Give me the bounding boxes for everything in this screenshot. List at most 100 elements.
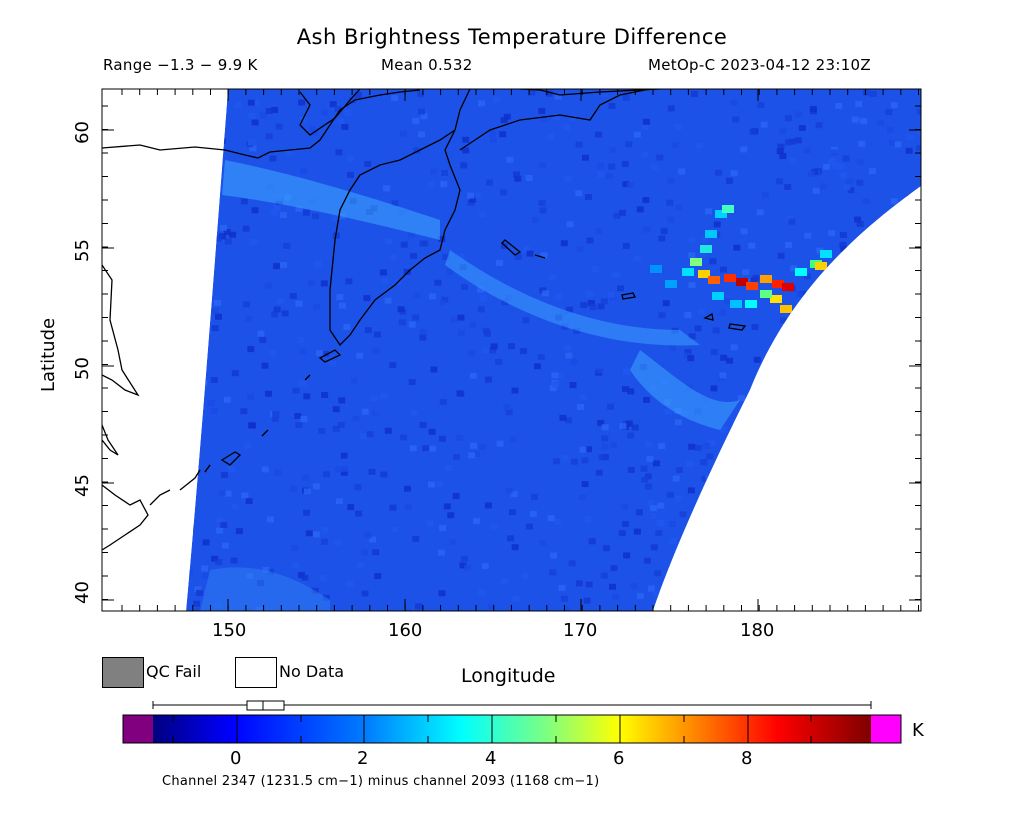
x-axis-label: Longitude — [461, 665, 556, 687]
data-pixel — [457, 390, 465, 397]
data-pixel — [312, 531, 320, 538]
data-pixel — [399, 434, 407, 441]
data-pixel — [460, 555, 468, 562]
data-pixel — [344, 109, 352, 116]
ash-cell — [815, 262, 827, 270]
data-pixel — [649, 513, 657, 520]
data-pixel — [218, 233, 226, 240]
data-pixel — [584, 194, 592, 200]
data-pixel — [332, 406, 340, 413]
cloud-band-south — [200, 567, 330, 611]
qc-fail-swatch — [102, 657, 144, 688]
data-pixel — [667, 216, 674, 223]
data-pixel — [292, 387, 300, 394]
data-pixel — [412, 314, 420, 321]
data-pixel — [565, 352, 573, 359]
colorbar-tick-label: 0 — [230, 748, 242, 769]
data-pixel — [777, 252, 785, 259]
data-pixel — [249, 145, 257, 152]
data-pixel — [267, 568, 275, 575]
data-pixel — [601, 435, 609, 442]
data-pixel — [551, 372, 559, 379]
data-pixel — [654, 570, 662, 577]
data-pixel — [216, 527, 224, 534]
data-pixel — [684, 312, 692, 319]
data-pixel — [803, 147, 811, 154]
data-pixel — [482, 347, 490, 354]
data-pixel — [644, 473, 652, 480]
data-pixel — [343, 324, 351, 330]
data-pixel — [619, 423, 627, 430]
data-pixel — [265, 133, 273, 140]
data-pixel — [211, 555, 219, 562]
data-pixel — [561, 454, 569, 461]
data-pixel — [251, 207, 259, 214]
data-pixel — [495, 359, 503, 365]
data-pixel — [707, 440, 715, 447]
data-pixel — [488, 130, 496, 137]
data-pixel — [338, 302, 346, 309]
data-pixel — [836, 163, 844, 170]
data-pixel — [430, 168, 438, 175]
ash-cell — [746, 282, 758, 290]
data-pixel — [295, 300, 303, 307]
data-pixel — [675, 467, 683, 473]
data-pixel — [579, 394, 587, 401]
data-pixel — [607, 403, 615, 410]
data-pixel — [566, 306, 573, 313]
data-pixel — [694, 325, 702, 332]
data-pixel — [247, 99, 255, 106]
data-pixel — [794, 137, 802, 144]
data-pixel — [647, 500, 655, 507]
ash-cell — [730, 300, 742, 308]
data-pixel — [580, 302, 588, 309]
data-pixel — [215, 559, 223, 566]
data-pixel — [547, 133, 555, 140]
data-pixel — [354, 91, 362, 98]
data-pixel — [468, 349, 476, 356]
data-pixel — [474, 192, 482, 199]
data-pixel — [579, 446, 587, 453]
data-pixel — [679, 511, 687, 518]
data-pixel — [478, 589, 486, 596]
data-pixel — [193, 600, 200, 607]
data-pixel — [756, 209, 764, 216]
data-pixel — [862, 198, 870, 204]
data-pixel — [650, 164, 658, 171]
data-pixel — [303, 509, 311, 516]
data-pixel — [379, 269, 387, 276]
data-pixel — [581, 457, 589, 464]
data-pixel — [585, 581, 593, 588]
data-pixel — [441, 170, 448, 176]
data-pixel — [469, 322, 477, 328]
data-pixel — [712, 327, 720, 334]
data-pixel — [807, 171, 815, 177]
data-pixel — [384, 238, 392, 245]
data-pixel — [295, 422, 303, 429]
data-pixel — [519, 348, 527, 355]
y-axis-label: Latitude — [38, 317, 59, 392]
data-pixel — [273, 306, 281, 313]
colorbar-unit: K — [912, 720, 924, 741]
data-pixel — [417, 91, 425, 98]
data-pixel — [820, 183, 828, 190]
ash-plume — [650, 205, 832, 324]
data-pixel — [655, 530, 663, 536]
data-pixel — [248, 139, 255, 146]
data-pixel — [345, 278, 353, 285]
data-pixel — [249, 422, 256, 429]
data-pixel — [408, 379, 416, 386]
data-pixel — [553, 458, 560, 465]
data-pixel — [280, 261, 288, 268]
data-pixel — [469, 196, 477, 203]
data-pixel — [245, 498, 253, 505]
data-pixel — [839, 172, 847, 179]
data-pixel — [245, 316, 253, 323]
channel-description: Channel 2347 (1231.5 cm−1) minus channel… — [162, 774, 600, 789]
data-pixel — [622, 368, 630, 375]
data-pixel — [452, 493, 460, 500]
no-data-east — [653, 186, 921, 611]
data-pixel — [597, 303, 605, 310]
data-pixel — [505, 409, 513, 416]
